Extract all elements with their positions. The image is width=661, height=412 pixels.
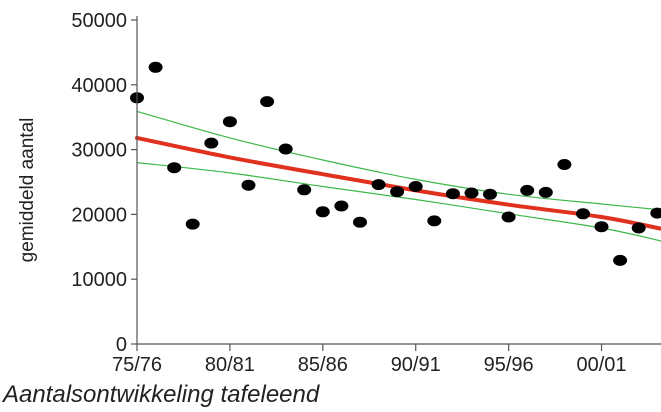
data-point xyxy=(520,184,535,196)
y-tick-label: 20000 xyxy=(71,204,127,226)
x-tick-label: 95/96 xyxy=(484,354,534,376)
x-tick-label: 00/01 xyxy=(577,354,627,376)
x-tick-label: 75/76 xyxy=(112,354,162,376)
x-tick-label: 85/86 xyxy=(298,354,348,376)
data-point xyxy=(315,206,330,218)
data-point xyxy=(353,216,367,228)
data-point xyxy=(576,208,590,220)
confidence-band xyxy=(136,110,661,242)
data-point xyxy=(427,215,442,227)
trend-chart: 0 10000 20000 30000 40000 50000 75/76 80/81 85/8… xyxy=(17,10,661,376)
data-point xyxy=(594,221,609,233)
y-tick-label: 0 xyxy=(116,334,127,356)
data-point xyxy=(241,179,256,191)
data-point xyxy=(464,187,479,199)
y-tick-label: 10000 xyxy=(71,269,127,291)
y-tick-label: 50000 xyxy=(71,10,127,32)
axes: 0 10000 20000 30000 40000 50000 75/76 80/81 85/8… xyxy=(71,10,661,376)
data-points xyxy=(130,61,661,266)
data-point xyxy=(148,61,163,73)
y-tick-label: 40000 xyxy=(71,75,127,97)
data-point xyxy=(483,188,497,200)
data-point xyxy=(185,218,200,230)
data-point xyxy=(650,207,661,219)
data-point xyxy=(557,159,572,170)
band-upper-line xyxy=(136,110,661,211)
chart-caption: Aantalsontwikkeling tafeleend xyxy=(3,381,320,408)
data-point xyxy=(334,200,349,212)
data-point xyxy=(297,184,312,196)
data-point xyxy=(390,186,405,198)
data-point xyxy=(501,211,516,223)
data-point xyxy=(538,186,553,198)
data-point xyxy=(408,181,423,192)
data-point xyxy=(204,137,219,149)
data-point xyxy=(167,162,182,174)
data-point xyxy=(278,143,293,155)
y-axis-label: gemiddeld aantal xyxy=(17,118,38,263)
y-tick-label: 30000 xyxy=(71,140,127,162)
data-point xyxy=(613,254,628,266)
data-point xyxy=(260,96,275,108)
data-point xyxy=(445,188,460,200)
x-tick-label: 80/81 xyxy=(205,354,255,376)
data-point xyxy=(631,222,646,234)
x-tick-label: 90/91 xyxy=(391,354,441,376)
data-point xyxy=(222,116,237,128)
data-point xyxy=(371,179,386,191)
